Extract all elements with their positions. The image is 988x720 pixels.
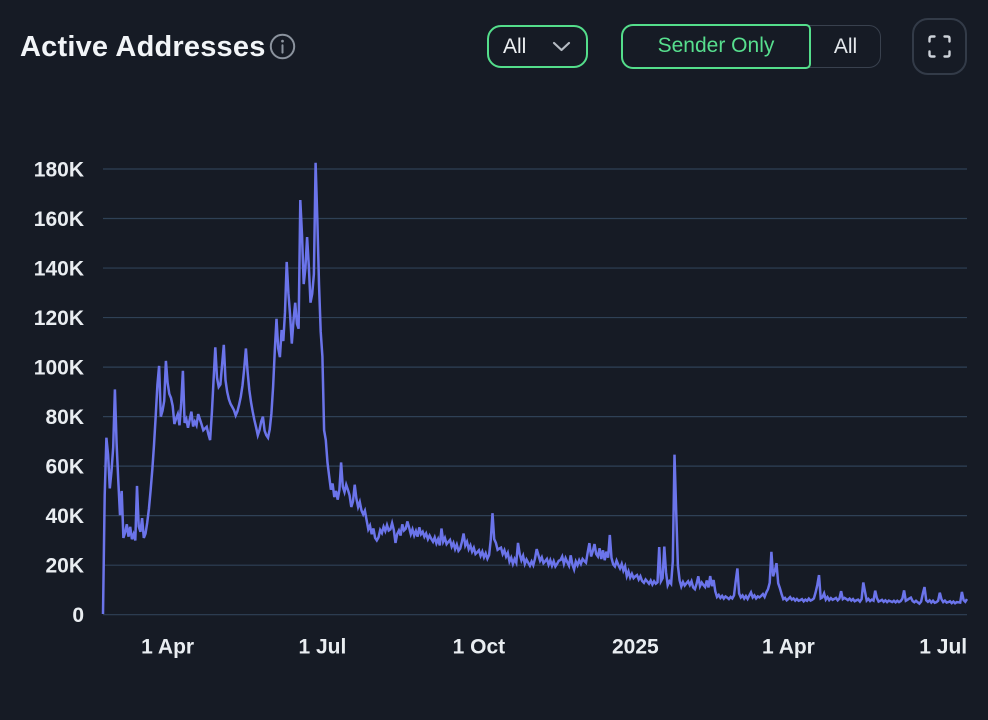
chart-gridlines [103, 168, 967, 616]
segment-all[interactable]: All [811, 25, 880, 68]
chart-y-axis-labels: 0 20K 40K 60K 80K 100K 120K 140K 160K 180K [34, 159, 84, 628]
filter-dropdown-value: All [503, 34, 527, 58]
svg-text:120K: 120K [34, 307, 84, 330]
segment-all-label: All [833, 34, 858, 58]
filter-dropdown[interactable]: All [487, 25, 588, 68]
sender-filter-segmented: Sender Only All [621, 23, 881, 69]
svg-text:0: 0 [72, 604, 84, 627]
svg-text:180K: 180K [34, 159, 84, 182]
svg-text:160K: 160K [34, 208, 84, 231]
fullscreen-button[interactable] [912, 18, 967, 75]
svg-text:40K: 40K [45, 505, 84, 528]
panel-header: Active Addresses All Sender Only All [0, 0, 988, 94]
chevron-down-icon [552, 41, 571, 52]
svg-text:1 Jul: 1 Jul [919, 636, 967, 659]
svg-text:80K: 80K [45, 406, 84, 429]
svg-text:2025: 2025 [612, 636, 659, 659]
svg-text:1 Apr: 1 Apr [762, 636, 815, 659]
svg-text:20K: 20K [45, 555, 84, 578]
svg-text:1 Jul: 1 Jul [298, 636, 346, 659]
svg-text:1 Oct: 1 Oct [453, 636, 506, 659]
chart-x-axis-labels: 1 Apr 1 Jul 1 Oct 2025 1 Apr 1 Jul [141, 636, 967, 659]
segment-sender-only[interactable]: Sender Only [621, 23, 811, 69]
chart-series-line [101, 162, 969, 615]
svg-text:1 Apr: 1 Apr [141, 636, 194, 659]
panel-title: Active Addresses [20, 31, 266, 63]
fullscreen-icon [928, 35, 951, 58]
info-icon[interactable] [269, 33, 296, 60]
svg-text:60K: 60K [45, 456, 84, 479]
segment-sender-only-label: Sender Only [657, 34, 775, 57]
svg-text:140K: 140K [34, 258, 84, 281]
svg-text:100K: 100K [34, 357, 84, 380]
